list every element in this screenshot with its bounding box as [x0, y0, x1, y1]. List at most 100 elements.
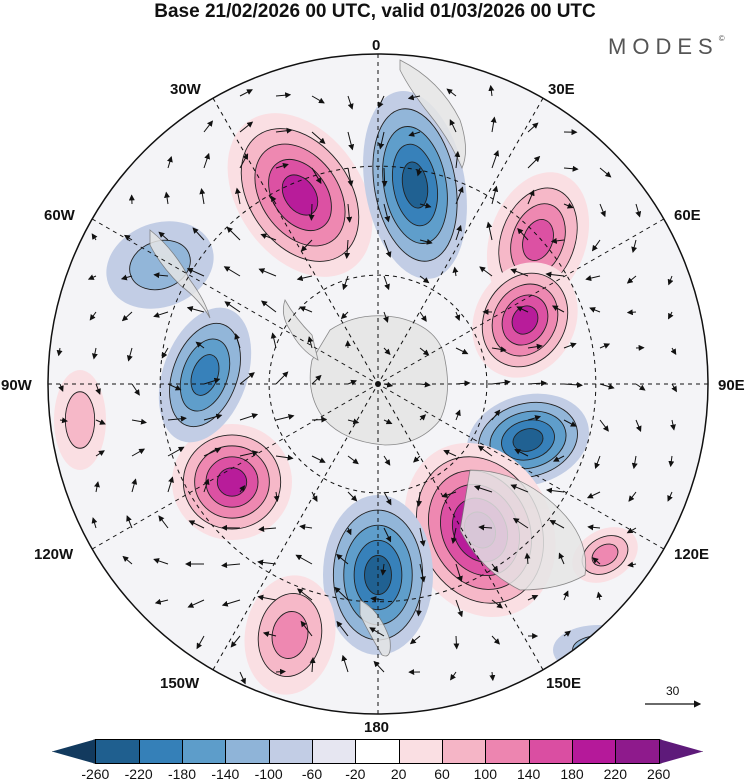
- lon-label-30w: 30W: [170, 81, 201, 98]
- wind-vector-arrow: [491, 185, 499, 205]
- wind-vector-arrow: [545, 487, 565, 494]
- colorbar-tick: 180: [560, 766, 584, 782]
- colorbar-swatch: [225, 739, 270, 764]
- wind-vector-arrow: [203, 413, 223, 421]
- wind-vector-arrow: [383, 381, 394, 388]
- wind-vector-arrow: [311, 416, 328, 423]
- wind-vector-arrow: [635, 383, 646, 391]
- wind-vector-arrow: [441, 491, 457, 498]
- wind-vector-arrow: [383, 311, 389, 323]
- wind-vector-arrow: [186, 268, 205, 277]
- lon-label-90w: 90W: [1, 377, 32, 394]
- colorbar-tick: 20: [390, 766, 407, 782]
- anomaly-contour: [271, 611, 309, 659]
- wind-vector-arrow: [336, 620, 349, 637]
- wind-vector-arrow: [347, 95, 354, 110]
- wind-vector-arrow: [668, 455, 675, 468]
- wind-vector-arrow: [299, 306, 313, 313]
- wind-vector-arrow: [347, 455, 359, 465]
- wind-vector-arrow: [239, 89, 253, 97]
- wind-vector-arrow: [167, 155, 173, 169]
- wind-vector-arrow: [626, 309, 637, 316]
- wind-vector-arrow: [91, 233, 98, 241]
- colorbar-tick: 60: [434, 766, 450, 782]
- wind-vector-arrow: [196, 635, 205, 650]
- wind-vector-arrow: [450, 527, 457, 545]
- wind-vector-arrow: [510, 268, 529, 277]
- wind-vector-arrow: [453, 635, 460, 650]
- anomaly-contour: [553, 625, 643, 675]
- wind-vector-arrow: [380, 563, 387, 576]
- wind-vector-arrow: [188, 520, 205, 529]
- wind-vector-arrow: [199, 188, 206, 205]
- wind-vector-arrow: [455, 186, 464, 205]
- wind-vector-arrow: [186, 306, 205, 313]
- wind-vector-arrow: [346, 527, 352, 536]
- wind-vector-arrow: [195, 341, 205, 349]
- colorbar-tick: -220: [124, 766, 153, 782]
- wind-vector-arrow: [596, 591, 603, 601]
- wind-vector-arrow: [419, 381, 431, 388]
- wind-vector-arrow: [370, 596, 385, 603]
- wind-vector-arrow: [275, 162, 289, 169]
- lon-label-30e: 30E: [548, 81, 575, 98]
- wind-vector-arrow: [164, 191, 170, 205]
- wind-vector-arrow: [510, 484, 529, 493]
- wind-vector-arrow: [416, 167, 423, 177]
- wind-vector-arrow: [443, 449, 457, 457]
- wind-vector-arrow: [527, 122, 539, 133]
- wind-vector-arrow: [275, 92, 292, 99]
- wind-vector-arrow: [599, 167, 612, 178]
- wind-vector-arrow: [419, 527, 426, 547]
- wind-vector-arrow: [224, 301, 241, 313]
- wind-vector-arrow: [347, 491, 358, 502]
- wind-vector-arrow: [413, 455, 421, 463]
- wind-vector-arrow: [545, 271, 565, 278]
- wind-vector-arrow: [311, 95, 325, 104]
- wind-vector-arrow: [563, 165, 579, 172]
- anomaly-contour: [522, 219, 554, 261]
- wind-vector-arrow: [454, 311, 461, 322]
- wind-vector-arrow: [455, 380, 471, 387]
- wind-vector-arrow: [334, 586, 349, 601]
- anomaly-contour: [511, 305, 539, 335]
- colorbar-swatch: [658, 739, 703, 764]
- colorbar-tick: -140: [211, 766, 240, 782]
- wind-vector-arrow: [409, 635, 421, 645]
- wind-vector-arrow: [450, 671, 457, 681]
- wind-vector-arrow: [477, 445, 493, 457]
- wind-vector-arrow: [491, 409, 501, 421]
- lon-label-120w: 120W: [34, 546, 74, 563]
- wind-vector-arrow: [340, 311, 349, 320]
- wind-vector-arrow: [120, 274, 133, 281]
- wind-vector-arrow: [419, 311, 427, 322]
- map-border: [47, 53, 709, 715]
- wind-vector-arrow: [446, 88, 457, 97]
- wind-vector-arrow: [336, 553, 349, 565]
- wind-vector-arrow: [491, 599, 503, 609]
- wind-vector-arrow: [126, 515, 133, 529]
- wind-vector-arrow: [626, 527, 637, 534]
- wind-vector-arrow: [373, 660, 385, 673]
- wind-vector-arrow: [341, 654, 349, 673]
- wind-vector-arrow: [296, 275, 313, 282]
- wind-vector-arrow: [234, 333, 241, 349]
- wind-vector-arrow: [490, 116, 497, 133]
- wind-vector-arrow: [161, 347, 169, 359]
- wind-vector-arrow: [307, 336, 314, 349]
- wind-vector-arrow: [154, 598, 169, 605]
- wind-vector-arrow: [563, 630, 571, 637]
- wind-vector-arrow: [419, 202, 432, 209]
- wind-vector-arrow: [635, 203, 642, 218]
- wind-vector-arrow: [671, 383, 677, 393]
- colorbar-tick: 100: [473, 766, 498, 782]
- wind-vector-arrow: [383, 491, 392, 506]
- wind-vector-arrow: [667, 491, 673, 502]
- lon-label-150e: 150E: [546, 675, 582, 692]
- wind-vector-arrow: [158, 231, 169, 241]
- brand-logo: MODES©: [608, 34, 725, 60]
- wind-vector-arrow: [192, 227, 205, 241]
- wind-vector-arrow: [628, 491, 637, 502]
- brand-mark: ©: [718, 34, 725, 43]
- colorbar-tick: -60: [301, 766, 323, 782]
